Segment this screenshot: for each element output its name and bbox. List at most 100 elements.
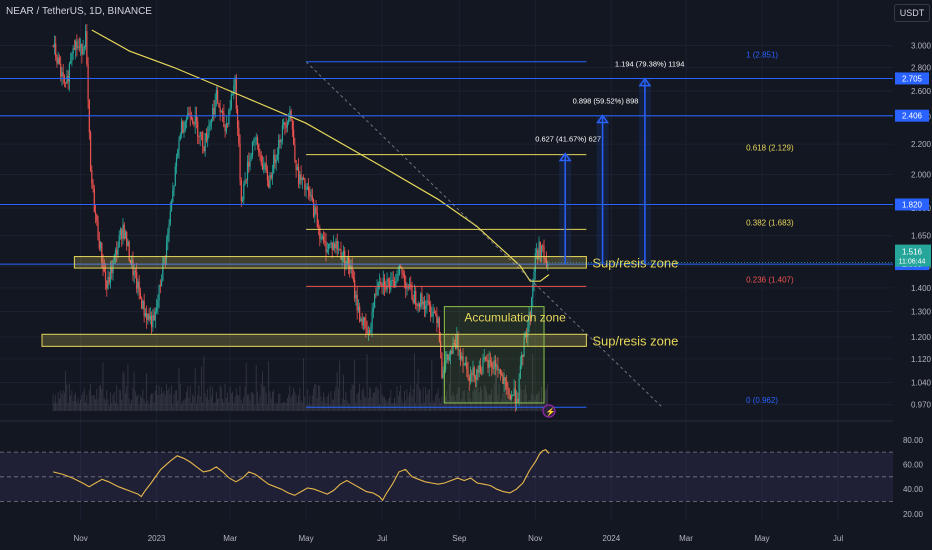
sup-resis-zone xyxy=(73,256,587,269)
candle-body xyxy=(330,242,332,244)
volume-bar xyxy=(73,395,75,411)
candle-body xyxy=(72,48,74,54)
volume-bar xyxy=(501,398,503,411)
level-price-label: 2.705 xyxy=(902,74,923,83)
volume-bar xyxy=(129,403,131,411)
candle-body xyxy=(299,174,301,184)
candle-body xyxy=(474,376,477,380)
time-tick-label: Nov xyxy=(528,534,542,543)
volume-bar xyxy=(406,389,408,411)
candle-body xyxy=(481,372,483,374)
volume-bar xyxy=(252,392,253,411)
candle-body xyxy=(357,306,360,311)
candle-body xyxy=(523,337,525,357)
candle-body xyxy=(203,146,205,152)
candle-body xyxy=(335,241,337,248)
volume-bar xyxy=(356,393,358,411)
volume-bar xyxy=(513,399,515,411)
candle-body xyxy=(231,94,234,96)
volume-bar xyxy=(498,384,500,411)
candle-body xyxy=(341,256,343,260)
candle-body xyxy=(544,259,546,260)
candle-body xyxy=(167,233,169,242)
candle-body xyxy=(109,267,112,283)
volume-bar xyxy=(430,402,432,411)
volume-bar xyxy=(95,399,96,411)
time-tick-label: Mar xyxy=(223,534,237,543)
volume-bar xyxy=(105,400,106,411)
candle-body xyxy=(126,232,128,246)
candle-body xyxy=(300,174,302,180)
candle-body xyxy=(97,221,99,240)
volume-bar xyxy=(242,403,243,411)
candle-body xyxy=(431,315,433,317)
candle-body xyxy=(172,190,174,202)
volume-bar xyxy=(330,391,332,411)
volume-bar xyxy=(137,394,139,411)
volume-bar xyxy=(313,388,314,411)
price-axis: 3.0002.8002.6002.4002.2002.0001.8001.650… xyxy=(893,0,932,550)
candle-body xyxy=(501,373,503,376)
volume-bar xyxy=(377,389,379,411)
candle-body xyxy=(311,195,313,200)
volume-bar xyxy=(331,399,333,411)
volume-bar xyxy=(416,383,418,411)
volume-bar xyxy=(181,404,182,411)
candle-body xyxy=(147,313,149,320)
candle-body xyxy=(55,43,57,57)
candle-body xyxy=(392,279,394,282)
candle-body xyxy=(520,354,523,366)
candle-body xyxy=(416,304,418,306)
time-tick-label: May xyxy=(299,534,314,543)
candle-body xyxy=(52,45,54,47)
volume-bar xyxy=(529,400,531,411)
volume-bar xyxy=(306,389,308,411)
candle-body xyxy=(438,318,440,342)
candle-body xyxy=(61,72,63,77)
candles xyxy=(52,24,549,412)
candle-body xyxy=(517,398,519,403)
volume-bar xyxy=(504,388,506,411)
volume-bar xyxy=(399,391,400,411)
volume-bar xyxy=(253,394,255,411)
volume-bar xyxy=(462,390,464,411)
candle-body xyxy=(349,264,351,270)
candle-body xyxy=(184,122,186,130)
volume-bar xyxy=(240,399,242,411)
volume-bar xyxy=(113,392,115,411)
volume-bar xyxy=(81,394,83,411)
currency-button[interactable]: USDT xyxy=(894,4,930,22)
volume-bar xyxy=(219,384,221,411)
candle-body xyxy=(421,293,423,305)
volume-bar xyxy=(455,401,456,411)
candle-body xyxy=(427,300,429,303)
volume-bar xyxy=(360,399,362,411)
price-tick-label: 1.650 xyxy=(911,232,932,241)
volume-bar xyxy=(385,399,387,411)
candle-body xyxy=(279,139,281,143)
time-tick-label: Sep xyxy=(452,534,467,543)
volume-bar xyxy=(341,398,343,411)
volume-bar xyxy=(209,385,211,411)
volume-bar xyxy=(92,395,94,411)
volume-bar xyxy=(532,353,534,411)
candle-body xyxy=(302,178,305,180)
candle-body xyxy=(511,395,513,400)
candle-body xyxy=(280,139,282,143)
candle-body xyxy=(448,355,450,360)
candle-body xyxy=(159,285,161,287)
candle-body xyxy=(332,243,335,251)
volume-bar xyxy=(200,366,202,411)
candle-body xyxy=(305,189,307,190)
volume-bar xyxy=(410,385,412,411)
candle-body xyxy=(291,121,293,130)
volume-bar xyxy=(531,393,532,411)
volume-bar xyxy=(526,393,527,411)
volume-bar xyxy=(329,404,331,411)
candle-body xyxy=(535,249,538,254)
candle-body xyxy=(223,113,225,128)
volume-bar xyxy=(143,399,145,411)
candle-body xyxy=(433,311,435,314)
volume-bar xyxy=(461,398,463,411)
